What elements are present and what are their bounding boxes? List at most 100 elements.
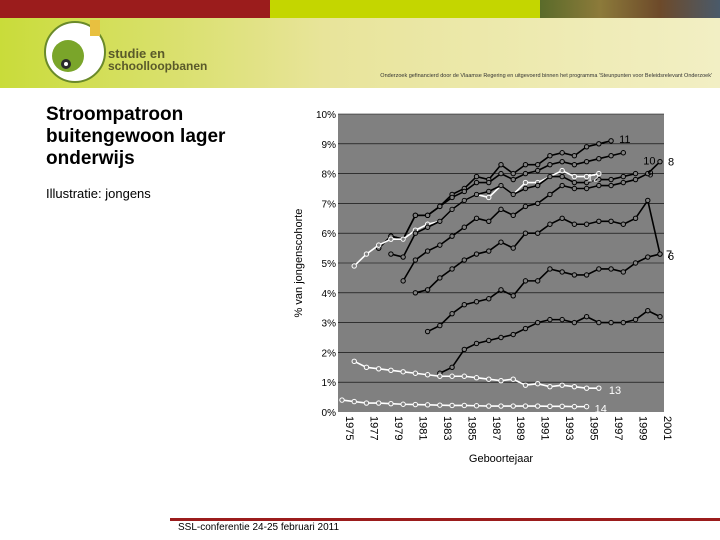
data-point-7 (632, 215, 639, 222)
data-point-11 (534, 161, 541, 168)
data-point-5 (645, 307, 651, 314)
data-point-12 (559, 167, 565, 174)
data-point-7 (424, 287, 431, 293)
data-point-13 (412, 370, 419, 376)
top-bar-red (0, 0, 270, 18)
data-point-11 (510, 170, 516, 177)
data-point-13 (498, 378, 504, 384)
data-point-5 (449, 364, 455, 370)
data-point-10 (547, 161, 553, 168)
data-point-13 (400, 369, 406, 375)
data-point-9 (400, 254, 406, 260)
data-point-14 (473, 403, 480, 409)
data-point-13 (375, 366, 382, 372)
data-point-10 (461, 188, 468, 195)
y-tick-label: 10% (316, 110, 336, 121)
data-point-9 (510, 191, 516, 198)
data-point-6 (461, 302, 468, 308)
data-point-9 (449, 206, 455, 213)
data-point-8 (559, 182, 565, 189)
footer-divider (170, 518, 720, 521)
data-point-6 (449, 310, 455, 317)
data-point-8 (437, 242, 443, 248)
data-point-9 (547, 173, 553, 180)
data-point-7 (583, 221, 590, 227)
data-point-6 (498, 287, 504, 293)
data-point-8 (412, 257, 419, 263)
data-point-6 (645, 254, 651, 260)
data-point-12 (375, 242, 382, 248)
data-point-10 (424, 212, 431, 219)
data-point-5 (559, 316, 565, 323)
end-label-7: 7 (666, 249, 672, 261)
slide-subtitle: Illustratie: jongens (46, 186, 151, 201)
data-point-10 (608, 153, 614, 159)
data-point-5 (596, 319, 602, 326)
data-point-14 (534, 403, 541, 409)
data-point-11 (498, 161, 504, 168)
x-tick-label: 1979 (392, 416, 404, 440)
data-point-9 (620, 173, 627, 180)
end-label-13: 13 (609, 385, 621, 397)
data-point-5 (461, 346, 468, 353)
data-point-14 (412, 401, 419, 408)
data-point-13 (522, 382, 529, 388)
y-axis-label: % van jongenscohorte (293, 209, 305, 318)
data-point-14 (388, 400, 394, 407)
y-tick-label: 9% (322, 140, 337, 151)
data-point-9 (632, 170, 639, 177)
data-point-11 (583, 144, 590, 150)
data-point-7 (559, 215, 565, 222)
y-tick-label: 0% (322, 408, 337, 419)
data-point-13 (437, 373, 443, 379)
data-point-7 (620, 221, 627, 227)
data-point-8 (510, 212, 516, 219)
y-tick-label: 7% (322, 199, 337, 210)
end-label-11: 11 (619, 134, 630, 146)
data-point-8 (473, 215, 480, 222)
data-point-6 (559, 269, 565, 275)
end-label-14: 14 (595, 404, 607, 416)
data-point-7 (486, 248, 492, 254)
data-point-7 (461, 257, 468, 263)
y-tick-label: 5% (322, 259, 337, 270)
x-tick-label: 1999 (637, 416, 649, 440)
data-point-7 (510, 245, 516, 251)
data-point-6 (424, 328, 431, 335)
x-tick-label: 1977 (367, 416, 379, 440)
data-point-6 (583, 272, 590, 278)
data-point-5 (583, 313, 590, 320)
data-point-14 (363, 400, 370, 406)
y-tick-label: 3% (322, 319, 337, 330)
data-point-8 (596, 182, 602, 189)
y-tick-label: 4% (322, 289, 337, 300)
data-point-8 (486, 218, 492, 224)
end-label-9: 9 (648, 169, 654, 181)
data-point-7 (608, 218, 614, 224)
data-point-12 (363, 251, 370, 257)
data-point-9 (412, 230, 419, 236)
series-line-8 (402, 161, 661, 282)
data-point-6 (596, 266, 602, 272)
data-point-5 (571, 319, 578, 326)
data-point-9 (424, 224, 431, 230)
data-point-7 (645, 197, 651, 204)
data-point-9 (437, 218, 443, 224)
data-point-5 (473, 340, 480, 347)
data-point-5 (486, 337, 492, 344)
data-point-7 (449, 266, 455, 272)
data-point-8 (645, 170, 651, 177)
data-point-12 (486, 194, 492, 201)
data-point-14 (510, 403, 516, 409)
data-point-9 (608, 176, 614, 183)
x-tick-label: 1995 (588, 416, 600, 440)
data-point-6 (620, 269, 627, 275)
data-point-6 (522, 278, 529, 284)
data-point-10 (449, 194, 455, 201)
data-point-8 (620, 179, 627, 186)
data-point-7 (547, 221, 553, 227)
data-point-14 (400, 401, 406, 407)
y-tick-label: 1% (322, 378, 337, 389)
x-tick-label: 1997 (612, 416, 624, 440)
data-point-10 (596, 156, 602, 162)
